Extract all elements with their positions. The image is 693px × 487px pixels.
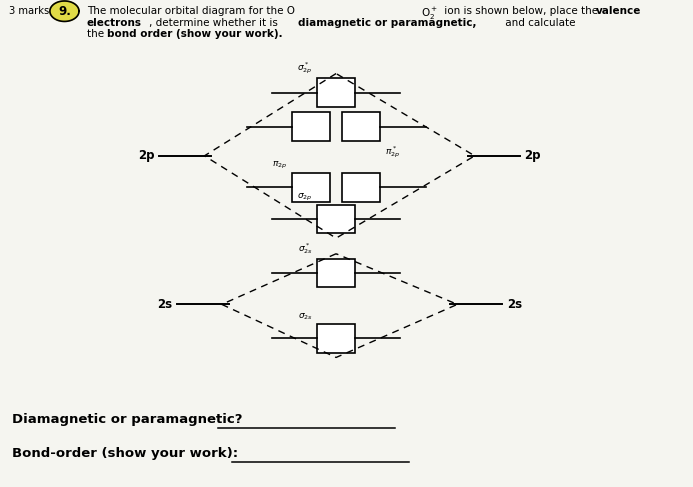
Text: 3 marks: 3 marks bbox=[9, 6, 49, 17]
Text: 2p: 2p bbox=[525, 150, 541, 162]
Text: $\sigma^*_{2p}$: $\sigma^*_{2p}$ bbox=[297, 60, 313, 76]
Text: 2s: 2s bbox=[507, 298, 523, 311]
Text: 9.: 9. bbox=[58, 5, 71, 18]
Bar bbox=[317, 259, 355, 287]
Text: and calculate: and calculate bbox=[502, 18, 576, 28]
Text: $\pi_{2p}$: $\pi_{2p}$ bbox=[272, 160, 288, 171]
Text: The molecular orbital diagram for the O: The molecular orbital diagram for the O bbox=[87, 6, 295, 17]
Bar bbox=[317, 78, 355, 107]
Text: diamagnetic or paramagnetic,: diamagnetic or paramagnetic, bbox=[298, 18, 477, 28]
Bar bbox=[342, 173, 380, 202]
Text: 2p: 2p bbox=[138, 150, 155, 162]
Bar bbox=[292, 173, 330, 202]
Bar bbox=[317, 205, 355, 233]
Text: valence: valence bbox=[596, 6, 641, 17]
Text: $\sigma^*_{2s}$: $\sigma^*_{2s}$ bbox=[298, 241, 313, 256]
Text: the: the bbox=[87, 29, 107, 39]
Text: $\mathregular{O_2^+}$: $\mathregular{O_2^+}$ bbox=[421, 6, 439, 22]
Bar bbox=[317, 324, 355, 353]
Text: $\sigma_{2s}$: $\sigma_{2s}$ bbox=[298, 311, 313, 322]
Text: ion is shown below, place the: ion is shown below, place the bbox=[441, 6, 601, 17]
Bar bbox=[292, 112, 330, 141]
Polygon shape bbox=[50, 1, 79, 21]
Text: bond order (show your work).: bond order (show your work). bbox=[107, 29, 283, 39]
Text: $\sigma_{2p}$: $\sigma_{2p}$ bbox=[297, 191, 313, 203]
Text: Diamagnetic or paramagnetic?: Diamagnetic or paramagnetic? bbox=[12, 413, 243, 426]
Text: $\pi^*_{2p}$: $\pi^*_{2p}$ bbox=[385, 145, 400, 160]
Bar bbox=[342, 112, 380, 141]
Text: 2s: 2s bbox=[157, 298, 172, 311]
Text: Bond-order (show your work):: Bond-order (show your work): bbox=[12, 447, 238, 460]
Text: , determine whether it is: , determine whether it is bbox=[149, 18, 281, 28]
Text: electrons: electrons bbox=[87, 18, 141, 28]
